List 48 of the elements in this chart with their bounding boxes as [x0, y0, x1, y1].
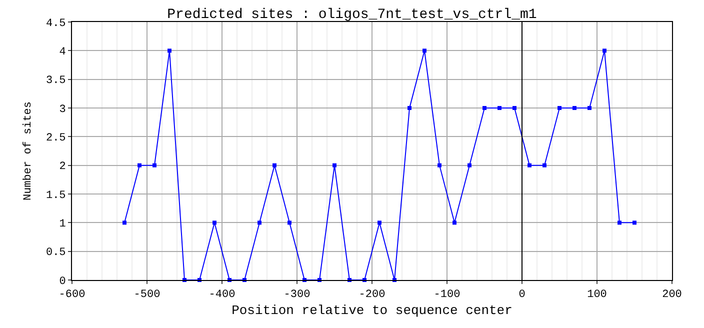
- x-tick-label: -200: [358, 289, 386, 302]
- y-tick-label: 1: [59, 218, 66, 231]
- y-tick-label: 4.5: [46, 18, 66, 30]
- point: [632, 220, 636, 225]
- point: [572, 106, 576, 110]
- point: [512, 106, 516, 110]
- x-tick-label: -600: [58, 289, 86, 302]
- point: [528, 163, 532, 168]
- point: [422, 48, 426, 53]
- point: [272, 163, 276, 168]
- x-tick-label: -100: [434, 289, 460, 302]
- point: [452, 220, 456, 225]
- y-axis-title: Number of sites: [22, 101, 35, 201]
- point: [498, 106, 502, 110]
- point: [588, 106, 592, 110]
- point: [168, 48, 172, 53]
- point: [482, 106, 486, 110]
- x-tick-label: -500: [134, 289, 160, 302]
- point: [288, 220, 292, 225]
- x-tick-label: -400: [208, 289, 236, 302]
- chart-title: Predicted sites : oligos_7nt_test_vs_ctrl_m1: [167, 7, 537, 23]
- x-tick-label: 0: [518, 289, 526, 302]
- point: [122, 220, 126, 225]
- point: [212, 220, 216, 225]
- point: [558, 106, 562, 110]
- y-tick-label: 3.5: [46, 75, 66, 88]
- y-tick-label: 2.5: [46, 132, 66, 145]
- x-tick-label: 200: [662, 289, 682, 302]
- x-tick-label: -300: [284, 289, 310, 302]
- y-tick-label: 1.5: [46, 190, 66, 202]
- point: [408, 106, 412, 110]
- y-tick-label: 4: [59, 46, 66, 59]
- point: [438, 163, 442, 168]
- point: [152, 163, 156, 168]
- y-tick-label: 0: [59, 276, 66, 288]
- point: [378, 220, 382, 225]
- point: [602, 48, 606, 53]
- x-axis-title: Position relative to sequence center: [232, 302, 512, 318]
- point: [542, 163, 546, 168]
- point: [332, 163, 336, 168]
- y-tick-label: 3: [59, 104, 66, 116]
- x-tick-label: 100: [587, 289, 607, 302]
- point: [618, 220, 622, 225]
- y-tick-label: 0.5: [46, 247, 66, 260]
- point: [138, 163, 142, 168]
- point: [258, 220, 262, 225]
- point: [468, 163, 472, 168]
- y-tick-label: 2: [59, 161, 66, 174]
